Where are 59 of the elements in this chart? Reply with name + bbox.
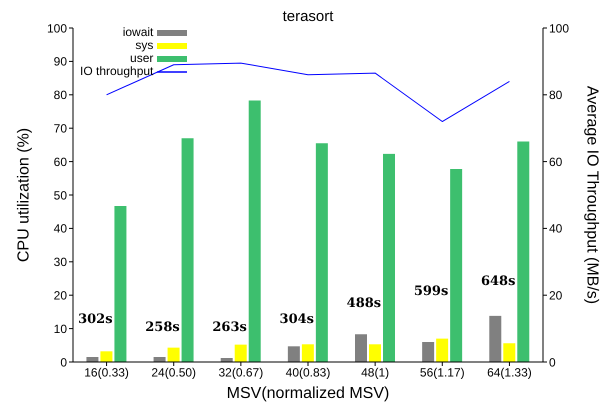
bar	[86, 356, 98, 362]
x-tick-label: 24(0.50)	[151, 366, 196, 380]
bar	[248, 100, 261, 362]
bar	[517, 142, 530, 362]
x-tick-label: 64(1.33)	[487, 366, 532, 380]
x-tick-label: 32(0.67)	[218, 366, 264, 380]
y2-axis-title: Average IO Throughput (MB/s)	[583, 86, 600, 304]
bar	[302, 344, 314, 362]
y-tick-label: 70	[54, 121, 68, 136]
bar	[316, 143, 328, 362]
y-tick-label: 10	[54, 322, 68, 336]
bar	[369, 344, 381, 362]
chart-title: terasort	[282, 8, 334, 25]
bar	[489, 316, 502, 362]
x-tick-label: 48(1)	[361, 366, 390, 380]
x-tick-label: 56(1.17)	[420, 366, 465, 380]
x-tick-label: 16(0.33)	[84, 366, 129, 380]
bar	[450, 168, 462, 362]
annotation: 263s	[211, 320, 247, 336]
bar	[100, 351, 112, 362]
y-tick-label: 0	[60, 355, 68, 370]
y-tick-label: 30	[54, 255, 68, 270]
annotation: 488s	[346, 296, 382, 312]
bar	[355, 334, 367, 362]
bar	[288, 346, 300, 362]
annotation: 302s	[77, 312, 113, 328]
bar	[422, 342, 434, 362]
y-tick-label: 20	[54, 288, 68, 302]
bar	[154, 356, 166, 362]
bar	[436, 338, 448, 362]
annotation: 258s	[144, 320, 180, 336]
bar	[114, 206, 126, 362]
bar	[182, 138, 194, 362]
bar	[503, 343, 516, 362]
legend-label: iowait	[122, 25, 154, 39]
x-tick-label: 40(0.83)	[286, 366, 330, 380]
y2-tick-label: 80	[549, 88, 563, 102]
y-tick-label: 90	[54, 54, 68, 69]
y-tick-label: 50	[54, 188, 68, 202]
y2-tick-label: 0	[549, 355, 556, 370]
y-axis-title: CPU utilization (%)	[16, 128, 33, 262]
bar	[234, 344, 247, 362]
legend-label: sys	[135, 38, 154, 52]
annotation: 648s	[480, 274, 516, 290]
annotation: 304s	[278, 312, 314, 328]
annotation: 599s	[412, 284, 448, 300]
legend-label: user	[130, 51, 154, 65]
y-tick-label: 100	[46, 21, 68, 36]
y2-tick-label: 40	[549, 222, 563, 236]
bar	[383, 154, 395, 362]
bar	[168, 348, 180, 362]
y2-tick-label: 20	[549, 288, 563, 302]
x-axis-title: MSV(normalized MSV)	[226, 385, 390, 402]
y-tick-label: 40	[54, 222, 68, 236]
y-tick-label: 60	[54, 154, 68, 169]
y2-tick-label: 60	[549, 154, 563, 169]
legend-label: IO throughput	[80, 64, 154, 78]
y2-tick-label: 100	[549, 21, 570, 36]
y-tick-label: 80	[54, 88, 68, 102]
